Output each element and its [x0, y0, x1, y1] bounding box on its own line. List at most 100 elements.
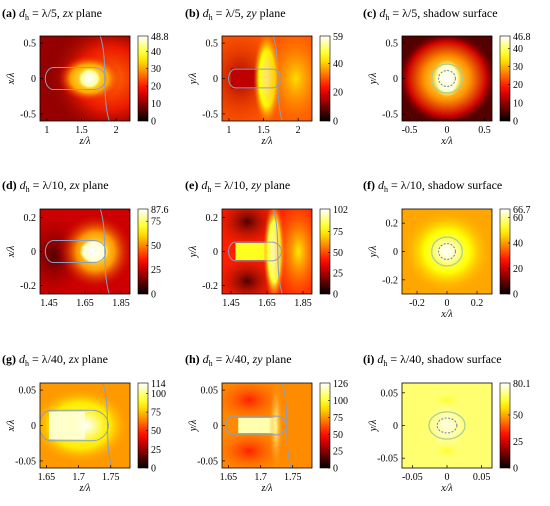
colorbar-tick-label: 25 — [513, 437, 523, 448]
panel-title: (d) dh = λ/10, zx plane — [2, 178, 109, 194]
x-tick-label: 1 — [226, 125, 231, 136]
colorbar — [319, 382, 331, 469]
field-blob — [67, 408, 107, 443]
title-value: = λ/10, — [30, 178, 70, 192]
boundary-contour — [272, 36, 283, 121]
title-value: = λ/5, — [389, 6, 423, 20]
colorbar-tick-label: 0 — [513, 464, 518, 475]
boundary-contour — [102, 383, 113, 468]
y-tick-label: 0.2 — [386, 219, 399, 230]
y-tick-label: -0.5 — [202, 109, 218, 120]
x-tick-label: 0 — [445, 125, 450, 136]
title-subscript: h — [207, 185, 211, 194]
panel-label: (f) — [363, 178, 378, 192]
x-tick-label: 1.65 — [38, 472, 56, 483]
colorbar-tick-label: 50 — [333, 430, 343, 441]
colorbar-tick-label: 40 — [151, 47, 161, 58]
colorbar-max-label: 114 — [151, 379, 166, 390]
y-tick-label: 0 — [31, 74, 36, 85]
y-axis-label: y/λ — [368, 419, 379, 432]
field-blob — [271, 209, 312, 294]
colorbar-max-label: 80.1 — [513, 379, 531, 390]
field-layer — [222, 36, 312, 121]
x-tick-label: 1.75 — [102, 472, 120, 483]
field-layer — [40, 383, 130, 468]
x-tick-label: 1.5 — [75, 125, 88, 136]
x-tick-label: 1.85 — [294, 298, 312, 309]
y-axis-label: y/λ — [368, 245, 379, 258]
particle-contour — [228, 241, 282, 262]
y-tick-label: 0.5 — [206, 39, 219, 50]
colorbar-tick-label: 40 — [513, 44, 523, 55]
particle-contour — [44, 239, 107, 264]
y-tick-label: 0.5 — [386, 39, 399, 50]
x-axis-label: z/λ — [78, 483, 91, 494]
y-tick-label: 0 — [31, 247, 36, 258]
y-tick-label: 0.05 — [381, 388, 399, 399]
panel-d: (d) dh = λ/10, zx plane 1.45 1.65 1.85 0.2 0 -… — [2, 178, 169, 309]
colorbar — [499, 208, 511, 295]
shadow-contour-outer — [431, 236, 463, 267]
panel-title: (i) dh = λ/40, shadow surface — [363, 352, 502, 368]
title-rest: plane — [73, 6, 102, 20]
colorbar-tick-label: 20 — [151, 82, 161, 93]
colorbar-tick-label: 50 — [151, 241, 161, 252]
title-variable: d — [201, 178, 208, 192]
panel-title: (a) dh = λ/5, zx plane — [2, 6, 102, 22]
y-tick-label: 0.2 — [24, 213, 37, 224]
colorbar-max-label: 59 — [333, 32, 343, 43]
colorbar-tick-label: 0 — [333, 290, 338, 301]
y-tick-label: -0.05 — [377, 454, 398, 465]
x-tick-label: 1.65 — [220, 472, 238, 483]
title-value: = λ/10, — [211, 178, 251, 192]
boundary-contour — [99, 209, 110, 294]
y-tick-label: 0 — [393, 421, 398, 432]
title-variable: d — [19, 352, 26, 366]
title-rest: plane — [79, 352, 108, 366]
title-value: = λ/5, — [213, 6, 247, 20]
colorbar-tick-label: 0 — [151, 464, 156, 475]
panel-label: (b) — [185, 6, 203, 20]
panel-title: (f) dh = λ/10, shadow surface — [363, 178, 502, 194]
title-rest: plane — [257, 6, 286, 20]
x-axis-label: x/λ — [440, 483, 453, 494]
y-tick-label: 0.5 — [24, 39, 37, 50]
y-tick-label: 0 — [393, 247, 398, 258]
shadow-contour-inner — [436, 417, 458, 434]
colorbar-tick-label: 10 — [151, 99, 161, 110]
colorbar-tick-label: 30 — [513, 62, 523, 73]
y-tick-label: -0.2 — [20, 281, 36, 292]
x-tick-label: 0 — [445, 472, 450, 483]
field-layer — [402, 383, 492, 468]
title-subscript: h — [25, 359, 29, 368]
field-blob — [430, 393, 464, 407]
particle-contour — [44, 66, 107, 91]
x-tick-label: 1.7 — [72, 472, 85, 483]
x-tick-label: 1.65 — [76, 298, 94, 309]
colorbar-tick-label: 0 — [333, 464, 338, 475]
x-tick-label: 1.65 — [258, 298, 276, 309]
field-layer — [222, 383, 312, 468]
title-plane: zx — [69, 178, 81, 192]
panel-i: (i) dh = λ/40, shadow surface -0.05 0 0.05 0… — [363, 352, 531, 494]
panel-title: (c) dh = λ/5, shadow surface — [363, 6, 498, 22]
title-rest: plane — [80, 178, 109, 192]
field-layer — [222, 209, 312, 294]
colorbar-tick-label: 0 — [513, 117, 518, 128]
y-tick-label: 0 — [31, 421, 36, 432]
panel-title: (b) dh = λ/5, zy plane — [185, 6, 286, 22]
y-axis-label: x/λ — [6, 245, 17, 258]
y-tick-label: 0 — [213, 74, 218, 85]
colorbar-tick-label: 100 — [333, 396, 348, 407]
shadow-contour-inner — [438, 70, 456, 87]
colorbar — [319, 208, 331, 295]
y-tick-label: -0.2 — [382, 275, 398, 286]
title-subscript: h — [384, 185, 388, 194]
particle-contour — [225, 415, 287, 436]
colorbar-tick-label: 75 — [151, 408, 161, 419]
colorbar-max-label: 102 — [333, 205, 348, 216]
title-plane: zy — [246, 6, 258, 20]
colorbar-tick-label: 20 — [333, 88, 343, 99]
y-axis-label: y/λ — [188, 245, 199, 258]
